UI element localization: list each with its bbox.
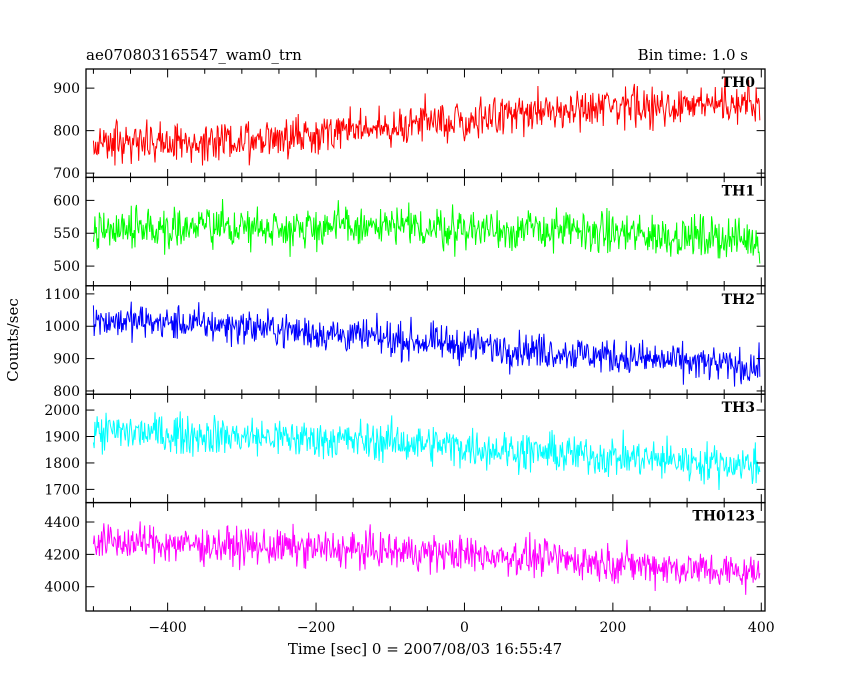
y-tick-label: 4400 — [44, 515, 80, 531]
y-tick-label: 700 — [53, 166, 80, 182]
y-tick-label: 900 — [53, 81, 80, 97]
panels: 700 800 900 TH0 500 550 600 TH1 800 900 1000 1100 TH… — [44, 68, 766, 612]
x-axis: −400 −200 0 200 400 — [148, 620, 774, 636]
y-tick-label: 1700 — [44, 482, 80, 498]
series-th0123 — [92, 521, 761, 595]
panel-label-th2: TH2 — [722, 292, 755, 308]
y-tick-label: 800 — [53, 384, 80, 400]
y-tick-label: 1000 — [44, 319, 80, 335]
y-tick-label: 1800 — [44, 456, 80, 472]
y-tick-label: 4200 — [44, 547, 80, 563]
y-tick-label: 1900 — [44, 430, 80, 446]
panel-th3: 1700 1800 1900 2000 TH3 — [44, 393, 766, 504]
panel-label-th3: TH3 — [722, 400, 755, 416]
bin-time-label: Bin time: 1.0 s — [638, 46, 748, 64]
figure-title: ae070803165547_wam0_trn — [86, 46, 302, 64]
y-tick-label: 500 — [53, 259, 80, 275]
series-th0 — [92, 77, 761, 166]
y-tick-label: 1100 — [44, 287, 80, 303]
y-tick-label: 4000 — [44, 580, 80, 596]
x-tick-label: 200 — [600, 620, 627, 636]
y-tick-label: 550 — [53, 226, 80, 242]
panel-th0123: 4000 4200 4400 TH0123 — [44, 501, 766, 612]
y-tick-label: 600 — [53, 193, 80, 209]
x-tick-label: 400 — [748, 620, 775, 636]
panel-label-th0: TH0 — [722, 75, 756, 91]
panel-th1: 500 550 600 TH1 — [53, 176, 766, 287]
x-tick-label: −200 — [297, 620, 335, 636]
series-th3 — [92, 411, 761, 491]
panel-frame — [85, 501, 766, 612]
y-axis-label: Counts/sec — [4, 298, 22, 382]
series-th1 — [92, 198, 761, 264]
x-tick-label: 0 — [460, 620, 469, 636]
y-tick-label: 2000 — [44, 403, 80, 419]
x-tick-label: −400 — [148, 620, 186, 636]
panel-frame — [85, 68, 766, 179]
panel-label-th0123: TH0123 — [692, 509, 755, 525]
x-axis-label: Time [sec] 0 = 2007/08/03 16:55:47 — [288, 640, 562, 658]
panel-th0: 700 800 900 TH0 — [53, 68, 766, 182]
panel-th2: 800 900 1000 1100 TH2 — [44, 285, 766, 400]
y-tick-label: 800 — [53, 124, 80, 140]
y-tick-label: 900 — [53, 352, 80, 368]
panel-label-th1: TH1 — [722, 183, 755, 199]
series-th2 — [92, 301, 761, 387]
